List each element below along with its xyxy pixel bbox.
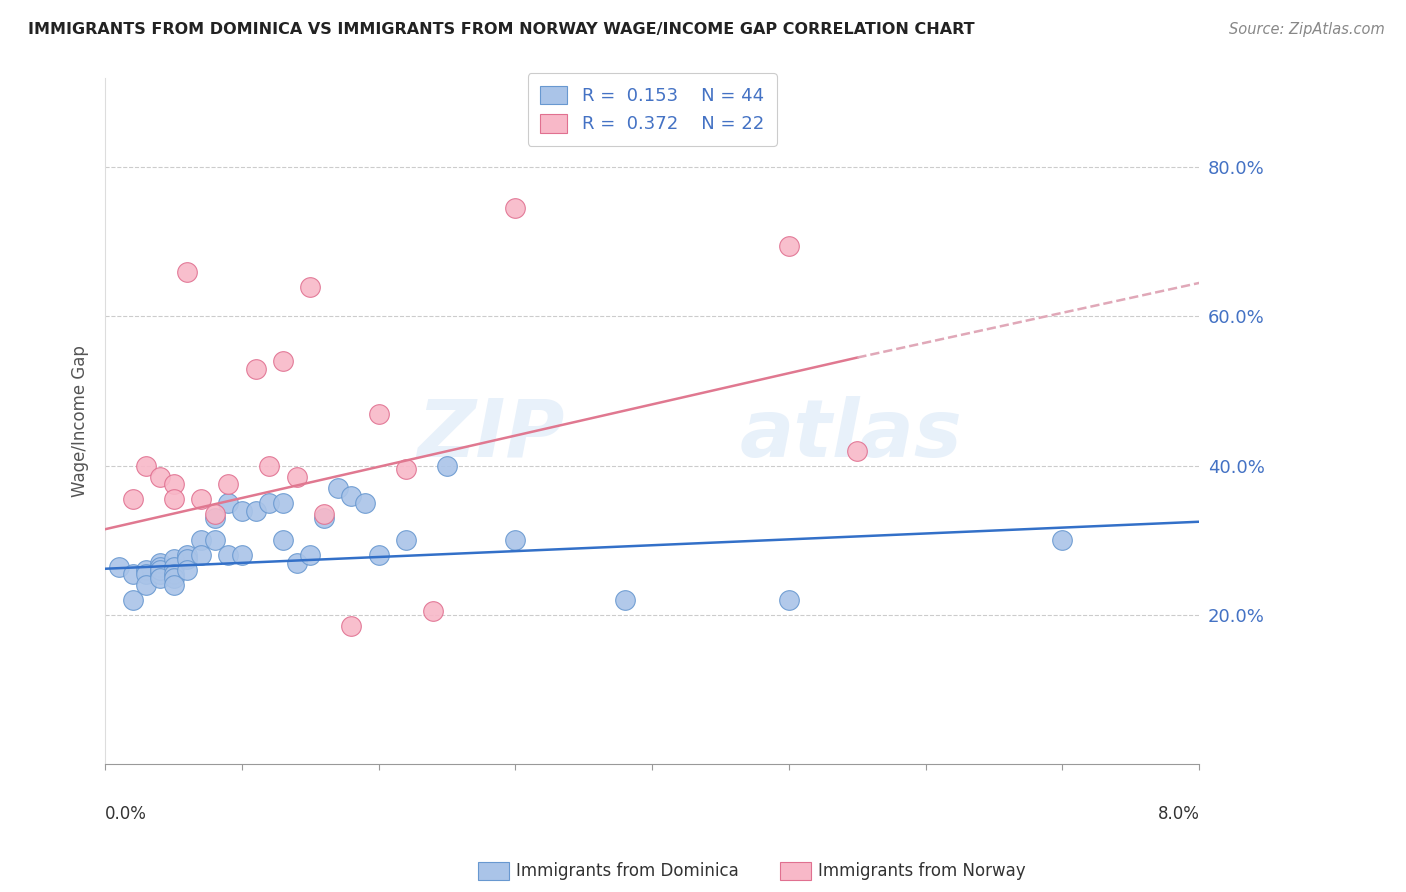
Point bbox=[778, 238, 800, 252]
Point bbox=[149, 571, 172, 585]
Point bbox=[354, 496, 377, 510]
Point bbox=[190, 533, 212, 548]
Point bbox=[176, 549, 198, 563]
Point bbox=[285, 470, 308, 484]
Point bbox=[271, 354, 294, 368]
Text: Source: ZipAtlas.com: Source: ZipAtlas.com bbox=[1229, 22, 1385, 37]
Point bbox=[422, 604, 444, 618]
Point bbox=[217, 549, 239, 563]
Text: atlas: atlas bbox=[740, 396, 963, 474]
Point bbox=[312, 508, 335, 522]
Point bbox=[162, 477, 184, 491]
Point bbox=[149, 563, 172, 577]
Point bbox=[162, 552, 184, 566]
Text: 8.0%: 8.0% bbox=[1157, 805, 1199, 823]
Point bbox=[162, 566, 184, 581]
Point bbox=[299, 279, 322, 293]
Point bbox=[846, 443, 869, 458]
Point bbox=[121, 492, 143, 507]
Text: Immigrants from Dominica: Immigrants from Dominica bbox=[516, 862, 738, 880]
Point bbox=[121, 593, 143, 607]
Point bbox=[271, 533, 294, 548]
Point bbox=[259, 496, 281, 510]
Point bbox=[436, 458, 458, 473]
Point bbox=[217, 496, 239, 510]
Legend: R =  0.153    N = 44, R =  0.372    N = 22: R = 0.153 N = 44, R = 0.372 N = 22 bbox=[527, 73, 776, 146]
Point bbox=[135, 578, 157, 592]
Point bbox=[162, 559, 184, 574]
Point bbox=[162, 492, 184, 507]
Point bbox=[1052, 533, 1074, 548]
Point bbox=[217, 477, 239, 491]
Point bbox=[299, 549, 322, 563]
Point bbox=[162, 571, 184, 585]
Point bbox=[190, 549, 212, 563]
Point bbox=[326, 481, 349, 495]
Point bbox=[176, 265, 198, 279]
Point bbox=[613, 593, 636, 607]
Point bbox=[340, 489, 363, 503]
Point bbox=[149, 556, 172, 570]
Y-axis label: Wage/Income Gap: Wage/Income Gap bbox=[72, 345, 89, 497]
Point bbox=[505, 533, 527, 548]
Point bbox=[340, 619, 363, 633]
Text: Immigrants from Norway: Immigrants from Norway bbox=[818, 862, 1026, 880]
Point bbox=[135, 458, 157, 473]
Point bbox=[367, 549, 389, 563]
Point bbox=[204, 511, 226, 525]
Point bbox=[121, 566, 143, 581]
Point bbox=[259, 458, 281, 473]
Point bbox=[505, 202, 527, 216]
Point bbox=[204, 508, 226, 522]
Point bbox=[245, 361, 267, 376]
Point bbox=[176, 563, 198, 577]
Point bbox=[778, 593, 800, 607]
Text: 0.0%: 0.0% bbox=[105, 805, 148, 823]
Point bbox=[395, 462, 418, 476]
Point bbox=[135, 566, 157, 581]
Point bbox=[231, 503, 253, 517]
Point bbox=[231, 549, 253, 563]
Point bbox=[271, 496, 294, 510]
Point bbox=[285, 556, 308, 570]
Point bbox=[149, 566, 172, 581]
Point bbox=[149, 559, 172, 574]
Point bbox=[108, 559, 131, 574]
Text: IMMIGRANTS FROM DOMINICA VS IMMIGRANTS FROM NORWAY WAGE/INCOME GAP CORRELATION C: IMMIGRANTS FROM DOMINICA VS IMMIGRANTS F… bbox=[28, 22, 974, 37]
Point bbox=[162, 578, 184, 592]
Point bbox=[245, 503, 267, 517]
Point bbox=[204, 533, 226, 548]
Point bbox=[312, 511, 335, 525]
Point bbox=[176, 552, 198, 566]
Point bbox=[367, 407, 389, 421]
Point bbox=[395, 533, 418, 548]
Point bbox=[149, 470, 172, 484]
Point bbox=[190, 492, 212, 507]
Text: ZIP: ZIP bbox=[418, 396, 565, 474]
Point bbox=[135, 563, 157, 577]
